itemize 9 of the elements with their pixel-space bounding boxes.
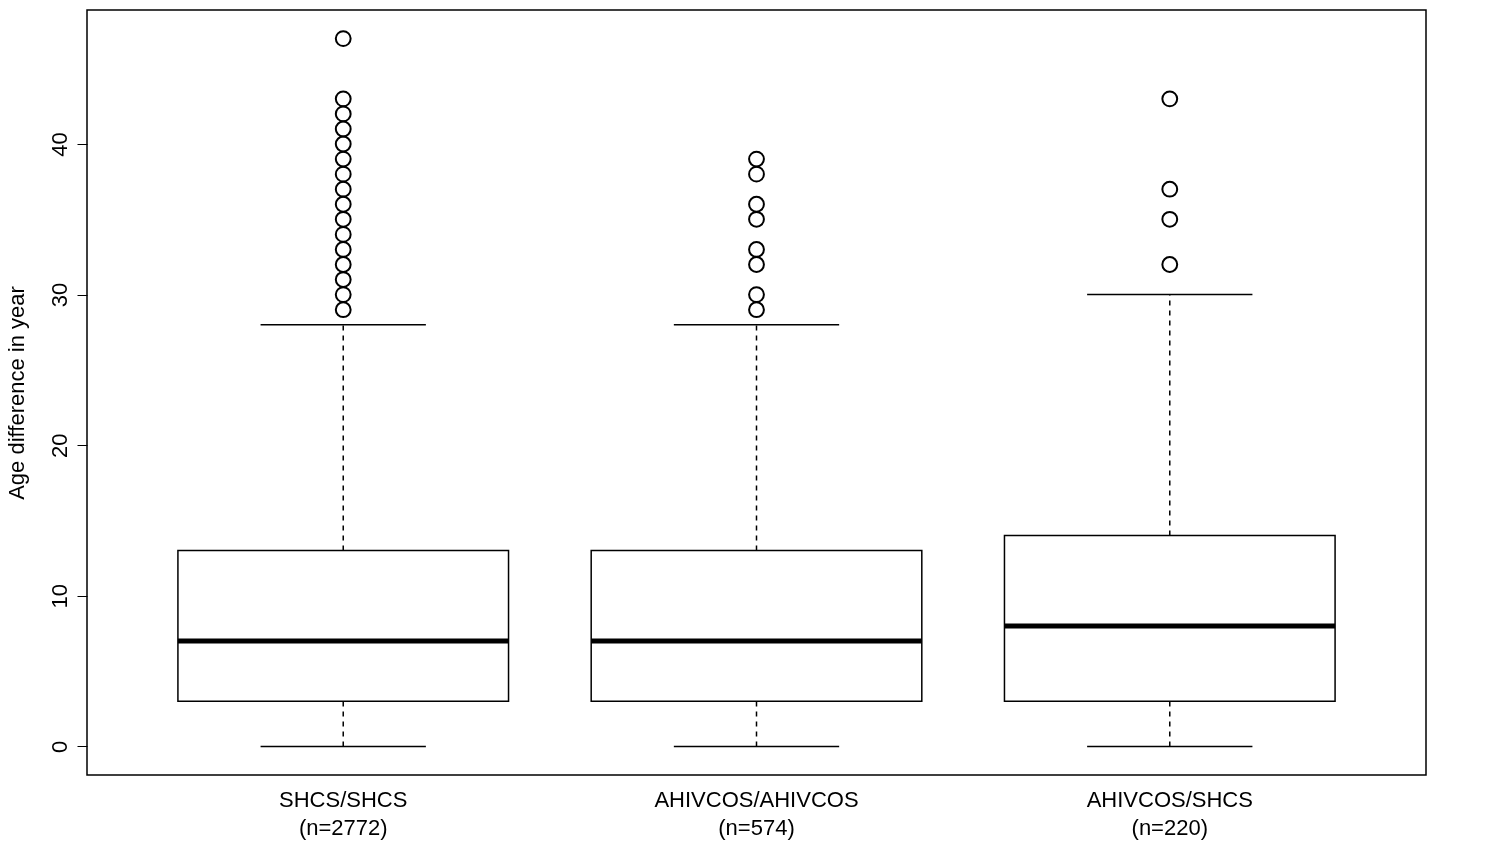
x-tick-label: SHCS/SHCS (n=2772) — [279, 786, 408, 840]
y-tick-label: 40 — [46, 132, 72, 157]
x-tick-label: AHIVCOS/AHIVCOS (n=574) — [654, 786, 859, 840]
y-tick-label: 10 — [46, 584, 72, 609]
x-tick-label: AHIVCOS/SHCS (n=220) — [1086, 786, 1253, 840]
y-tick-label: 20 — [46, 433, 72, 458]
y-tick-label: 30 — [46, 282, 72, 308]
y-tick-label: 0 — [46, 740, 72, 754]
y-axis-title: Age difference in year — [3, 286, 29, 500]
